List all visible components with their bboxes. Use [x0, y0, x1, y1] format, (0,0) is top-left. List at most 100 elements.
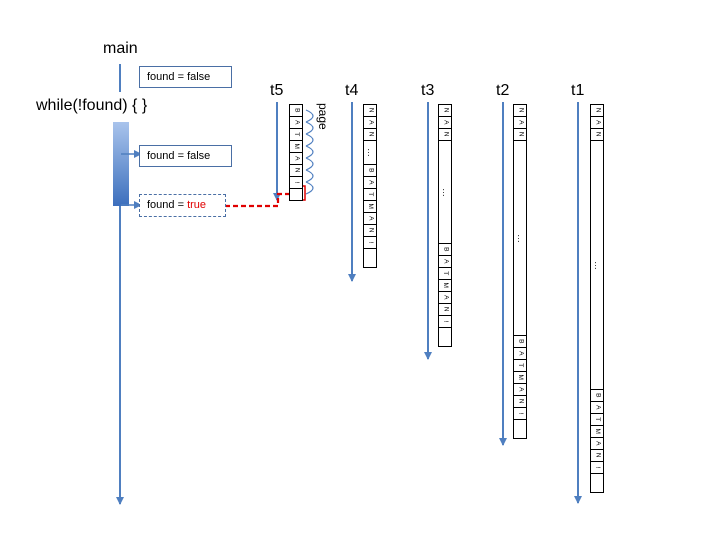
strip-letter: A	[293, 120, 301, 125]
strip-letter: M	[517, 374, 525, 381]
strip-letter: N	[367, 132, 375, 137]
strip-letter: N	[517, 108, 525, 113]
strip-letter-cell: T	[439, 268, 451, 280]
strip-letter: !	[442, 320, 450, 323]
strip-ellipsis-cell: …	[514, 141, 526, 336]
strip-letter-cell: N	[290, 165, 302, 177]
strip-letter-cell: N	[364, 129, 376, 141]
found-false-box-1: found = false	[139, 66, 232, 88]
strip-letter-cell: A	[364, 117, 376, 129]
strip-letter-cell: A	[514, 117, 526, 129]
strip-letter-cell: N	[591, 105, 603, 117]
strip-letter-cell: !	[439, 316, 451, 328]
strip-ellipsis: …	[515, 233, 526, 243]
strip-letter-cell: A	[514, 384, 526, 396]
strip-letter: N	[517, 132, 525, 137]
strip-letter-cell: M	[364, 201, 376, 213]
strip-letter: !	[594, 466, 602, 469]
t3-label: t3	[421, 82, 435, 99]
strip-letter: A	[442, 120, 450, 125]
strip-letter-cell: A	[514, 348, 526, 360]
page-label: page	[316, 103, 330, 130]
strip-ellipsis-cell: …	[439, 141, 451, 244]
t1-page-strip: N A N … B A T M A N!	[590, 104, 604, 493]
strip-letter-cell: T	[364, 189, 376, 201]
strip-letter: N	[594, 453, 602, 458]
t5-page-strip: B A T M A N!	[289, 104, 303, 201]
strip-letter-cell: B	[364, 165, 376, 177]
strip-letter: N	[517, 399, 525, 404]
strip-letter: A	[594, 441, 602, 446]
strip-letter: N	[442, 307, 450, 312]
t2-page-strip: N A N … B A T M A N!	[513, 104, 527, 439]
while-loop-label: while(!found) { }	[36, 97, 148, 114]
strip-letter-cell: M	[290, 141, 302, 153]
strip-letter: A	[517, 120, 525, 125]
strip-letter-cell: N	[591, 450, 603, 462]
strip-letter: A	[442, 259, 450, 264]
strip-letter: A	[367, 120, 375, 125]
strip-letter: N	[442, 132, 450, 137]
t3-page-strip: N A N … B A T M A N!	[438, 104, 452, 347]
strip-ellipsis-cell: …	[591, 141, 603, 390]
strip-letter-cell: A	[591, 117, 603, 129]
strip-letter-cell: A	[439, 292, 451, 304]
strip-letter: B	[293, 108, 301, 113]
strip-letter-cell: N	[439, 105, 451, 117]
strip-letter-cell: A	[439, 256, 451, 268]
page-scan-arcs	[305, 109, 314, 195]
found-true-prefix: found =	[147, 199, 188, 211]
strip-letter: A	[367, 216, 375, 221]
strip-letter-cell: A	[290, 153, 302, 165]
t1-label: t1	[571, 82, 585, 99]
strip-letter-cell: M	[514, 372, 526, 384]
strip-letter: B	[594, 393, 602, 398]
t2-label: t2	[496, 82, 510, 99]
strip-letter: T	[442, 271, 450, 276]
strip-letter-cell: N	[364, 225, 376, 237]
main-label: main	[103, 40, 138, 57]
strip-ellipsis: …	[440, 187, 451, 197]
strip-letter-cell: !	[290, 177, 302, 189]
strip-letter: A	[367, 180, 375, 185]
strip-letter-cell: A	[591, 438, 603, 450]
while-loop-bar	[113, 122, 129, 206]
strip-letter-cell: B	[290, 105, 302, 117]
strip-letter: N	[367, 228, 375, 233]
strip-letter-cell: !	[514, 408, 526, 420]
strip-letter-cell: !	[364, 237, 376, 249]
strip-letter-cell: N	[591, 129, 603, 141]
strip-letter: M	[442, 282, 450, 289]
strip-letter-cell: N	[514, 396, 526, 408]
strip-letter-cell: N	[514, 129, 526, 141]
strip-letter-cell: T	[290, 129, 302, 141]
t4-page-strip: N A N … B A T M A N!	[363, 104, 377, 268]
strip-letter: N	[594, 132, 602, 137]
strip-letter-cell: N	[439, 129, 451, 141]
strip-letter-cell: B	[514, 336, 526, 348]
strip-letter: T	[367, 192, 375, 197]
strip-letter: T	[594, 417, 602, 422]
strip-letter: N	[442, 108, 450, 113]
strip-letter: N	[293, 168, 301, 173]
t4-label: t4	[345, 82, 359, 99]
strip-letter-cell: A	[364, 213, 376, 225]
strip-letter: A	[517, 351, 525, 356]
strip-letter-cell: !	[591, 462, 603, 474]
strip-letter: B	[517, 339, 525, 344]
t5-label: t5	[270, 82, 284, 99]
strip-letter: A	[293, 156, 301, 161]
strip-letter-cell: M	[439, 280, 451, 292]
strip-letter: M	[293, 143, 301, 150]
strip-letter-cell: A	[439, 117, 451, 129]
strip-letter: A	[594, 405, 602, 410]
strip-letter-cell: A	[290, 117, 302, 129]
strip-letter-cell: N	[439, 304, 451, 316]
strip-letter-cell: A	[591, 402, 603, 414]
strip-ellipsis-cell: …	[364, 141, 376, 165]
strip-letter-cell: N	[364, 105, 376, 117]
strip-letter-cell: B	[591, 390, 603, 402]
strip-letter: T	[517, 363, 525, 368]
